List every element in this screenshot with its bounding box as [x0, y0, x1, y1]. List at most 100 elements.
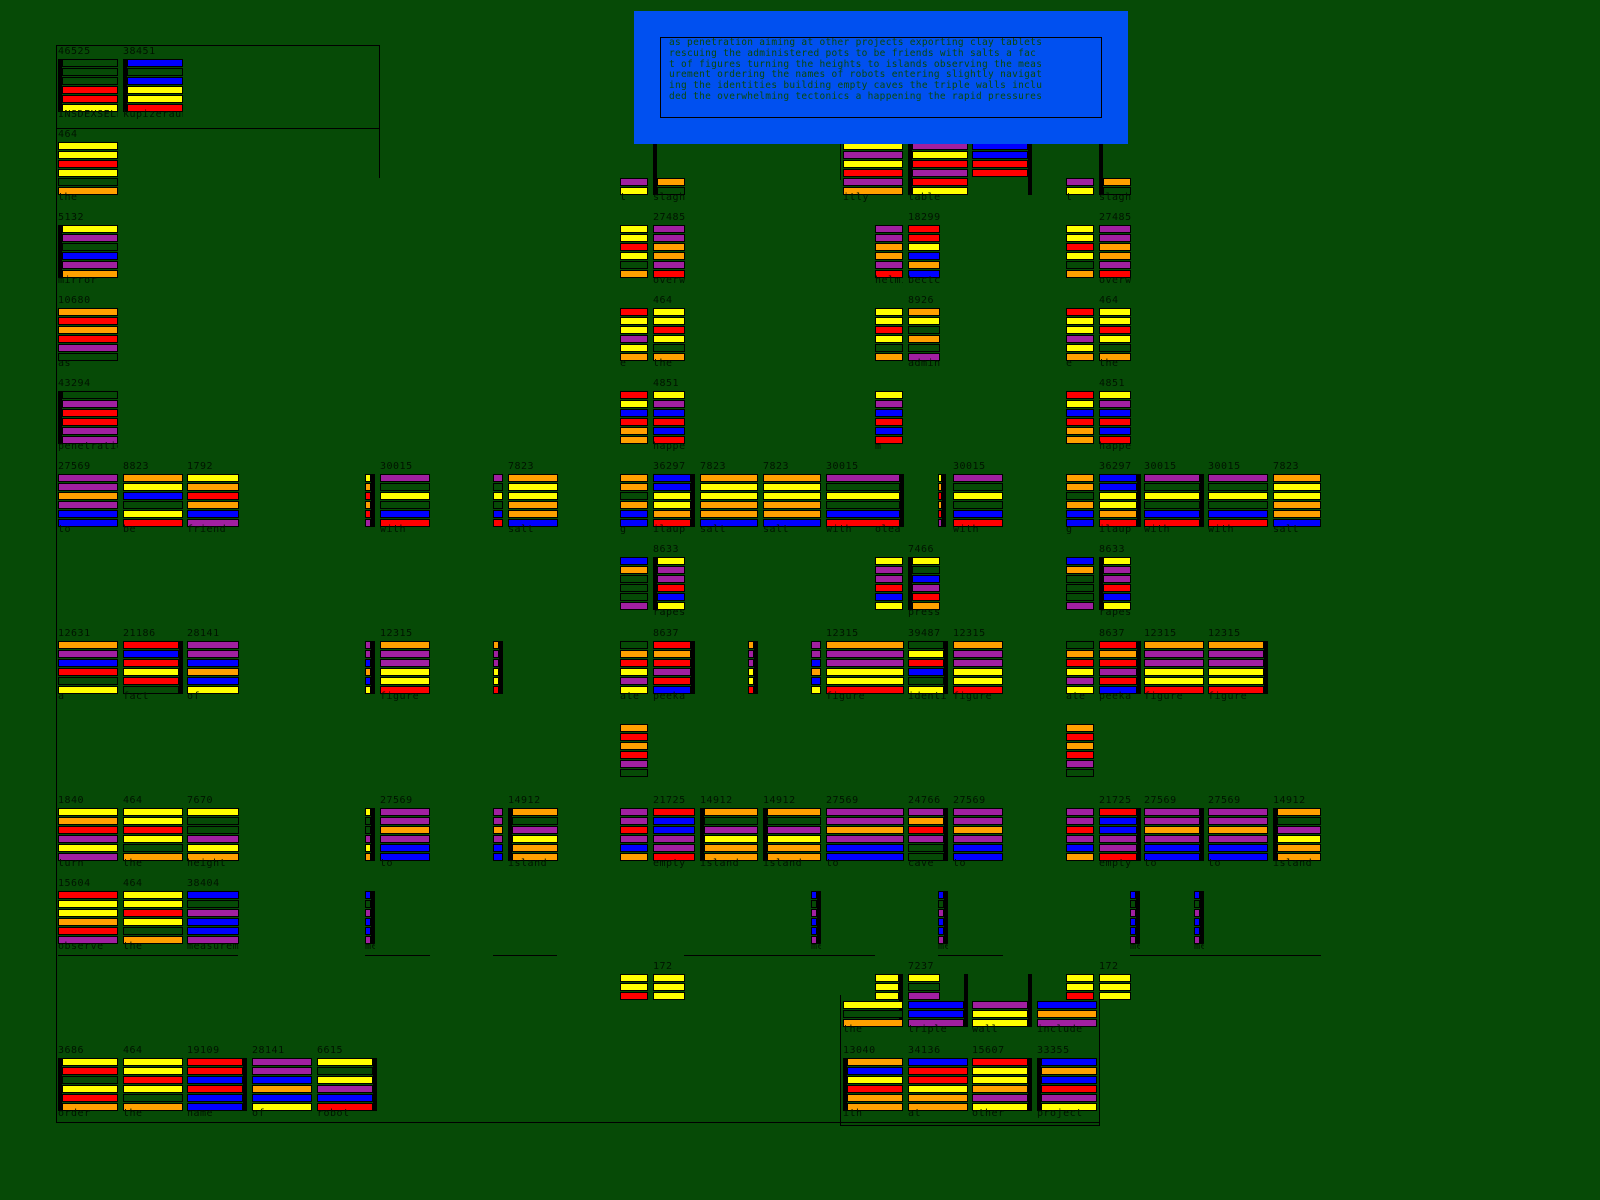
- card-word: order: [58, 1108, 91, 1119]
- card-bar: [620, 686, 648, 694]
- card-edge: [58, 1058, 62, 1111]
- card-count: 14912: [1273, 796, 1306, 806]
- divider-line: [379, 45, 380, 178]
- card-bar: [187, 1067, 243, 1075]
- card-bar: [187, 677, 239, 685]
- card-bar: [380, 519, 430, 527]
- divider-line: [840, 1125, 1100, 1126]
- card-bar: [508, 501, 558, 509]
- word-card: t: [1066, 130, 1094, 210]
- card-bar: [187, 853, 239, 861]
- card-bar: [1066, 724, 1094, 732]
- card-bar: [875, 983, 899, 991]
- card-bar: [123, 650, 179, 658]
- card-bar: [1208, 659, 1264, 667]
- card-bar: [380, 492, 430, 500]
- card-bar: [653, 808, 695, 816]
- divider-line: [56, 128, 380, 129]
- word-card: 12315 figure: [1144, 629, 1204, 709]
- card-word: peeka: [653, 691, 686, 702]
- card-bar: [620, 817, 648, 825]
- card-bar: [1099, 234, 1131, 242]
- card-bar: [620, 261, 648, 269]
- word-card: 7823 salt: [508, 462, 558, 542]
- divider-line: [811, 955, 875, 956]
- card-bar: [1099, 261, 1131, 269]
- card-bar: [908, 686, 944, 694]
- card-count: 464: [653, 296, 673, 306]
- word-card: 30015 with: [380, 462, 430, 542]
- card-bar: [62, 427, 118, 435]
- card-word: the: [1099, 358, 1119, 369]
- card-bar: [653, 436, 685, 444]
- card-bar: [908, 808, 944, 816]
- card-bar: [62, 261, 118, 269]
- card-bar: [953, 492, 1003, 500]
- card-bar: [653, 492, 691, 500]
- card-word: g: [1066, 524, 1073, 535]
- card-bar: [512, 808, 558, 816]
- card-bar: [908, 1019, 964, 1027]
- card-bar: [1066, 677, 1094, 685]
- card-bar: [826, 826, 904, 834]
- word-card: [875, 296, 903, 376]
- card-bar: [1099, 668, 1137, 676]
- card-bar: [1066, 751, 1094, 759]
- card-bar: [1066, 436, 1094, 444]
- card-count: 464: [58, 130, 78, 140]
- word-card: t: [620, 130, 648, 210]
- card-bar: [953, 668, 1003, 676]
- card-bar: [1099, 835, 1137, 843]
- word-card: 30015 with: [1144, 462, 1204, 542]
- word-card: 464 the: [1099, 296, 1131, 376]
- card-bar: [187, 835, 239, 843]
- card-bar: [620, 974, 648, 982]
- card-bar: [1099, 427, 1131, 435]
- word-card: 464 the: [123, 796, 183, 876]
- card-bar: [123, 1058, 183, 1066]
- card-word: island: [700, 858, 740, 869]
- card-bar: [908, 677, 944, 685]
- card-bar: [811, 918, 817, 926]
- card-bar: [123, 1076, 183, 1084]
- card-bar: [908, 817, 944, 825]
- card-bar: [1099, 519, 1137, 527]
- card-count: 43294: [58, 379, 91, 389]
- card-bar: [938, 918, 944, 926]
- divider-line: [365, 955, 430, 956]
- card-bar: [365, 650, 371, 658]
- card-bar: [123, 641, 179, 649]
- card-count: 12315: [1208, 629, 1241, 639]
- divider-line: [1130, 955, 1321, 956]
- word-card: 7466 press: [908, 545, 940, 625]
- card-edge: [899, 974, 903, 1027]
- word-card: 12315 figure: [1208, 629, 1268, 709]
- card-bar: [317, 1085, 373, 1093]
- card-bar: [953, 677, 1003, 685]
- card-count: 15607: [972, 1046, 1005, 1056]
- card-bar: [908, 1067, 968, 1075]
- card-bar: [1099, 353, 1131, 361]
- card-bar: [1273, 492, 1321, 500]
- card-bar: [187, 659, 239, 667]
- word-card: [365, 796, 375, 876]
- card-bar: [620, 492, 648, 500]
- divider-line: [56, 45, 380, 46]
- card-bar: [1099, 252, 1131, 260]
- card-bar: [826, 659, 904, 667]
- card-bar: [811, 936, 817, 944]
- card-bar: [1066, 418, 1094, 426]
- card-bar: [767, 835, 821, 843]
- word-card: 464 the: [123, 879, 183, 959]
- card-word: figure: [1144, 691, 1184, 702]
- card-bar: [187, 1085, 243, 1093]
- card-count: 12315: [826, 629, 859, 639]
- card-count: 8637: [1099, 629, 1126, 639]
- card-bar: [1277, 844, 1321, 852]
- banner-line: ing the identities building empty caves …: [669, 80, 1043, 92]
- divider-line: [684, 955, 875, 956]
- card-bar: [953, 853, 1003, 861]
- card-bar: [127, 77, 183, 85]
